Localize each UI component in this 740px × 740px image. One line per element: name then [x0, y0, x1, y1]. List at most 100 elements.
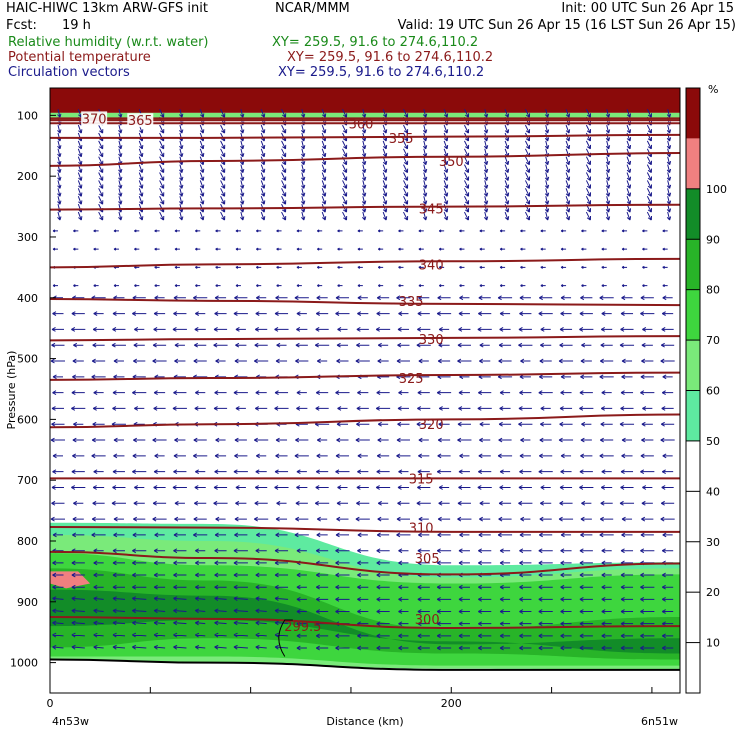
vector-arrow [173, 620, 187, 626]
vector-arrow [337, 406, 348, 411]
vector-arrow [111, 500, 126, 506]
vector-arrow [477, 485, 492, 490]
vector-arrow [662, 295, 673, 301]
vector-arrow [560, 609, 572, 614]
vector-arrow [274, 469, 289, 475]
vector-arrow [260, 172, 266, 181]
vector-arrow [519, 311, 532, 316]
vector-arrow [118, 211, 123, 221]
vector-arrow [296, 633, 307, 639]
vector-arrow [621, 532, 633, 538]
vector-arrow [92, 327, 105, 332]
vector-arrow [437, 516, 451, 522]
vector-arrow [255, 265, 262, 269]
vector-arrow [315, 645, 329, 651]
vector-arrow [544, 164, 550, 173]
vector-arrow [398, 265, 404, 269]
vector-arrow [666, 156, 672, 166]
vector-arrow [626, 140, 632, 150]
y-tick-label: 600 [17, 413, 38, 426]
vector-arrow [479, 516, 491, 522]
colorbar-bin [686, 188, 700, 240]
vector-arrow [438, 284, 445, 288]
vector-arrow [233, 596, 248, 601]
vector-arrow [661, 311, 674, 316]
vector-arrow [544, 196, 550, 205]
vector-arrow [661, 485, 674, 490]
vector-arrow [579, 560, 593, 566]
vector-arrow [559, 500, 573, 506]
vector-arrow [640, 584, 655, 590]
vector-arrow [93, 229, 99, 233]
contour-label-320: 320 [419, 418, 444, 433]
vector-arrow [154, 295, 165, 301]
vector-arrow [666, 172, 672, 181]
vector-arrow [51, 421, 65, 427]
vector-arrow [403, 148, 409, 158]
vector-arrow [601, 229, 607, 233]
contour-label-345: 345 [419, 202, 444, 217]
vector-arrow [152, 516, 167, 522]
vector-arrow [295, 516, 309, 522]
vector-arrow [300, 148, 306, 158]
vector-arrow [195, 584, 206, 590]
vector-arrow [599, 437, 614, 443]
vector-arrow [153, 620, 166, 626]
vector-arrow [559, 406, 573, 411]
vector-arrow [214, 453, 227, 459]
colorbar-tick-label: 70 [706, 334, 720, 347]
vector-arrow [77, 188, 83, 197]
vector-arrow [422, 156, 428, 166]
vector-arrow [422, 180, 428, 189]
vector-arrow [621, 229, 628, 233]
x-end-label: 6n51w [641, 715, 678, 728]
vector-arrow [377, 342, 389, 348]
vector-arrow [538, 469, 553, 475]
vector-arrow [91, 532, 106, 538]
vector-arrow [300, 109, 306, 118]
vector-arrow [620, 485, 634, 490]
vector-arrow [422, 172, 428, 181]
vector-arrow [382, 180, 388, 189]
vector-arrow [132, 644, 147, 650]
vector-arrow [499, 229, 506, 233]
vector-arrow [276, 342, 287, 348]
vector-arrow [375, 327, 391, 332]
vector-arrow [538, 548, 553, 554]
vector-arrow [483, 109, 489, 118]
contour-label-340: 340 [419, 258, 444, 273]
vector-arrow [214, 548, 227, 554]
vector-arrow [52, 644, 64, 650]
vector-arrow [118, 109, 123, 118]
vector-arrow [281, 172, 287, 181]
vector-arrow [443, 188, 449, 197]
x-tick-label: 200 [441, 697, 462, 710]
vector-arrow [321, 140, 327, 150]
vector-arrow [92, 342, 105, 348]
vector-arrow [443, 172, 449, 181]
vector-arrow [342, 211, 348, 221]
fcst-value: 19 h [62, 18, 91, 33]
vector-arrow [600, 406, 613, 411]
vector-arrow [518, 342, 533, 348]
vector-arrow [560, 645, 572, 651]
vector-arrow [235, 284, 241, 288]
vector-arrow [477, 327, 492, 332]
vector-arrow [499, 485, 511, 490]
vector-arrow [300, 180, 306, 189]
vector-arrow [71, 311, 85, 316]
vector-arrow [71, 572, 85, 578]
vector-arrow [443, 180, 449, 189]
vector-arrow [524, 124, 531, 134]
colorbar-bin [686, 239, 700, 290]
vector-arrow [194, 620, 206, 626]
vector-arrow [153, 584, 166, 590]
vector-arrow [459, 284, 465, 288]
vector-arrow [640, 597, 655, 602]
vector-arrow [560, 265, 567, 269]
vector-arrow [296, 265, 302, 269]
vector-arrow [579, 311, 593, 316]
vector-arrow [253, 358, 269, 364]
vector-arrow [538, 597, 553, 602]
vector-arrow [499, 548, 511, 554]
